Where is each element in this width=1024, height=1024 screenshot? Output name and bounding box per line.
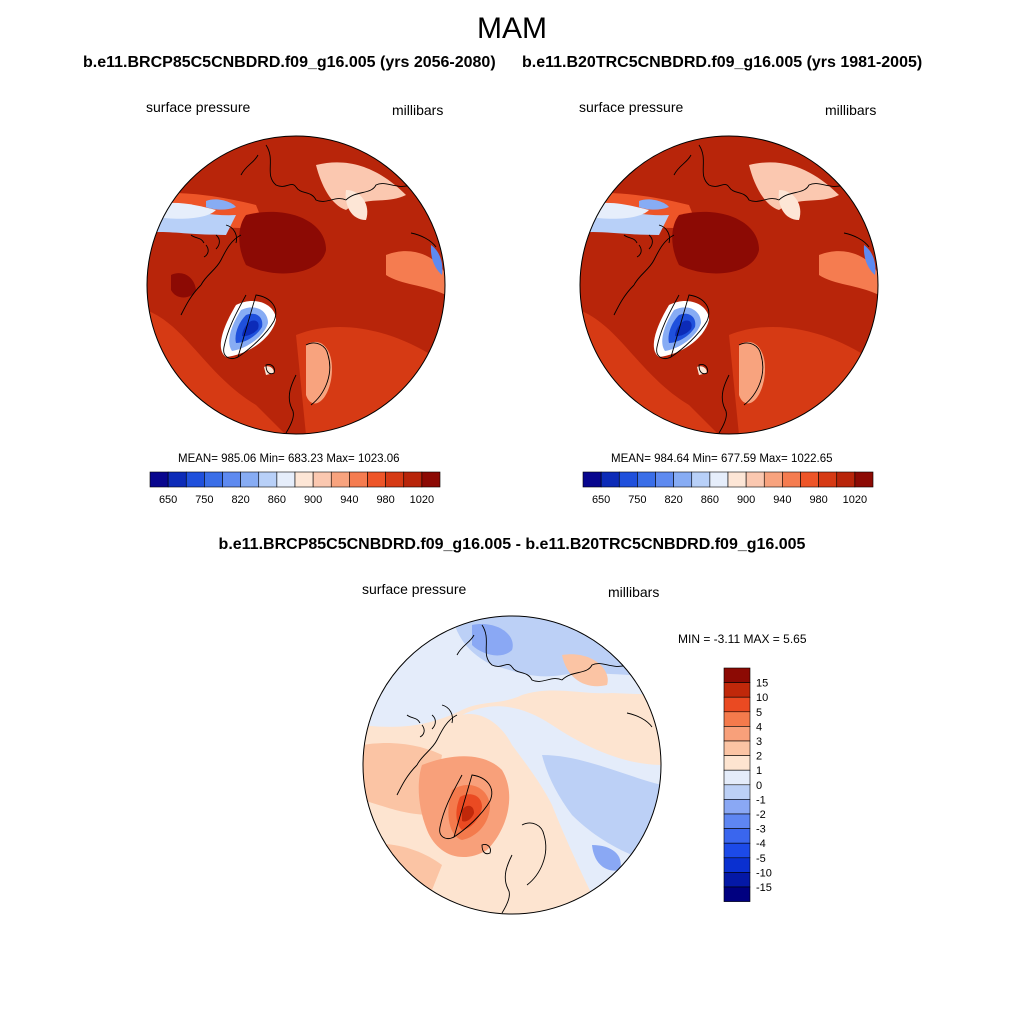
panel-a-colorbar-tick-label: 860 [268, 494, 286, 506]
panel-a-colorbar-swatch [349, 471, 368, 488]
panel-b-colorbar-swatch [727, 471, 747, 488]
panel-b-colorbar-swatch [854, 471, 874, 488]
panel-a-map [146, 135, 446, 435]
diff-colorbar-swatch [723, 726, 751, 742]
panel-a-colorbar-swatch [185, 471, 205, 488]
diff-colorbar-swatch [723, 755, 751, 771]
panel-b-colorbar-swatch [673, 471, 693, 488]
panel-a-colorbar-swatch [149, 471, 169, 488]
panel-b-colorbar-swatch [709, 471, 729, 488]
panel-a-colorbar-swatch [222, 471, 241, 488]
panel-b-stats: MEAN= 984.64 Min= 677.59 Max= 1022.65 [611, 453, 833, 465]
diff-colorbar-swatch [723, 682, 751, 698]
diff-colorbar-tick-label: -4 [756, 838, 766, 850]
diff-colorbar-tick-label: 3 [756, 736, 762, 748]
panel-a-colorbar-tick-label: 980 [376, 494, 394, 506]
diff-title: b.e11.BRCP85C5CNBDRD.f09_g16.005 - b.e11… [218, 536, 806, 553]
panel-b-colorbar-tick-label: 980 [809, 494, 827, 506]
panel-a-colorbar-swatch [240, 471, 260, 488]
panel-a-colorbar-tick-label: 1020 [410, 494, 434, 506]
case-a-title: b.e11.BRCP85C5CNBDRD.f09_g16.005 (yrs 20… [83, 54, 496, 71]
panel-b-colorbar-tick-label: 820 [664, 494, 682, 506]
panel-b-colorbar-tick-label: 900 [737, 494, 755, 506]
diff-colorbar-tick-label: 2 [756, 751, 762, 763]
panel-a-units: millibars [392, 102, 444, 118]
diff-colorbar-tick-label: 5 [756, 707, 762, 719]
panel-a-variable: surface pressure [146, 99, 251, 115]
panel-b-colorbar-swatch [763, 471, 783, 488]
diff-colorbar-swatch [723, 667, 751, 683]
panel-b-colorbar-tick-label: 1020 [843, 494, 867, 506]
panel-b-colorbar-swatch [782, 471, 801, 488]
season-title: MAM [477, 12, 547, 45]
panel-a-colorbar: 650 750 820 860 900 940 980 1020 [149, 471, 441, 506]
diff-colorbar-tick-label: 15 [756, 678, 768, 690]
panel-b-colorbar-swatch [800, 471, 819, 488]
diff-colorbar-swatch [723, 740, 751, 756]
panel-b-colorbar-swatch [637, 471, 656, 488]
diff-colorbar-tick-label: 1 [756, 765, 762, 777]
diff-colorbar-tick-label: -1 [756, 794, 766, 806]
panel-a-colorbar-swatch [294, 471, 314, 488]
diff-colorbar-swatch [723, 769, 751, 786]
panel-b-colorbar-swatch [600, 471, 620, 488]
case-b-title: b.e11.B20TRC5CNBDRD.f09_g16.005 (yrs 198… [522, 54, 923, 71]
diff-colorbar-swatch [723, 872, 751, 888]
diff-map [362, 615, 662, 915]
panel-a-colorbar-swatch [312, 471, 332, 488]
diff-colorbar-swatch [723, 784, 751, 800]
diff-units: millibars [608, 584, 660, 600]
diff-colorbar-swatch [723, 886, 751, 902]
panel-a-colorbar-swatch [276, 471, 296, 488]
panel-a-colorbar-swatch [258, 471, 278, 488]
diff-variable: surface pressure [362, 581, 467, 597]
diff-colorbar-tick-label: 4 [756, 721, 762, 733]
diff-colorbar-tick-label: -3 [756, 824, 766, 836]
diff-colorbar-swatch [723, 813, 751, 829]
panel-b-variable: surface pressure [579, 99, 684, 115]
panel-b-colorbar-tick-label: 940 [773, 494, 791, 506]
diff-colorbar-swatch [723, 799, 751, 815]
diff-minmax: MIN = -3.11 MAX = 5.65 [678, 632, 807, 646]
panel-a-colorbar-tick-label: 650 [159, 494, 177, 506]
panel-b-colorbar: 650 750 820 860 900 940 980 1020 [582, 471, 874, 506]
panel-b-colorbar-tick-label: 650 [592, 494, 610, 506]
diff-colorbar-tick-label: -5 [756, 853, 766, 865]
panel-a-colorbar-swatch [421, 471, 441, 488]
panel-b-colorbar-tick-label: 750 [628, 494, 646, 506]
diff-colorbar-swatch [723, 842, 751, 859]
diff-colorbar-tick-label: -2 [756, 809, 766, 821]
panel-a-colorbar-swatch [167, 471, 187, 488]
panel-b-colorbar-swatch [582, 471, 602, 488]
panel-b-colorbar-tick-label: 860 [701, 494, 719, 506]
diff-colorbar-swatch [723, 828, 751, 844]
panel-a-colorbar-swatch [330, 471, 350, 488]
panel-b-map [579, 135, 879, 435]
panel-a-colorbar-swatch [204, 471, 223, 488]
panel-b-units: millibars [825, 102, 877, 118]
panel-a-colorbar-tick-label: 750 [195, 494, 213, 506]
panel-b-colorbar-swatch [618, 471, 638, 488]
panel-b-colorbar-swatch [818, 471, 838, 488]
diff-colorbar-swatch [723, 711, 751, 727]
panel-b-colorbar-swatch [836, 471, 856, 488]
panel-b-colorbar-swatch [745, 471, 765, 488]
diff-colorbar-tick-label: 10 [756, 692, 768, 704]
panel-b-colorbar-swatch [691, 471, 711, 488]
panel-a-colorbar-tick-label: 940 [340, 494, 358, 506]
panel-a-stats: MEAN= 985.06 Min= 683.23 Max= 1023.06 [178, 453, 400, 465]
panel-a-colorbar-swatch [385, 471, 405, 488]
diff-colorbar-tick-label: -15 [756, 882, 772, 894]
diff-colorbar-swatch [723, 696, 751, 713]
panel-b-colorbar-swatch [655, 471, 674, 488]
diff-colorbar-tick-label: 0 [756, 780, 762, 792]
panel-a-colorbar-swatch [367, 471, 386, 488]
diff-colorbar-tick-label: -10 [756, 867, 772, 879]
panel-a-colorbar-swatch [403, 471, 423, 488]
diff-colorbar-swatch [723, 857, 751, 873]
panel-a-colorbar-tick-label: 900 [304, 494, 322, 506]
panel-a-colorbar-tick-label: 820 [231, 494, 249, 506]
